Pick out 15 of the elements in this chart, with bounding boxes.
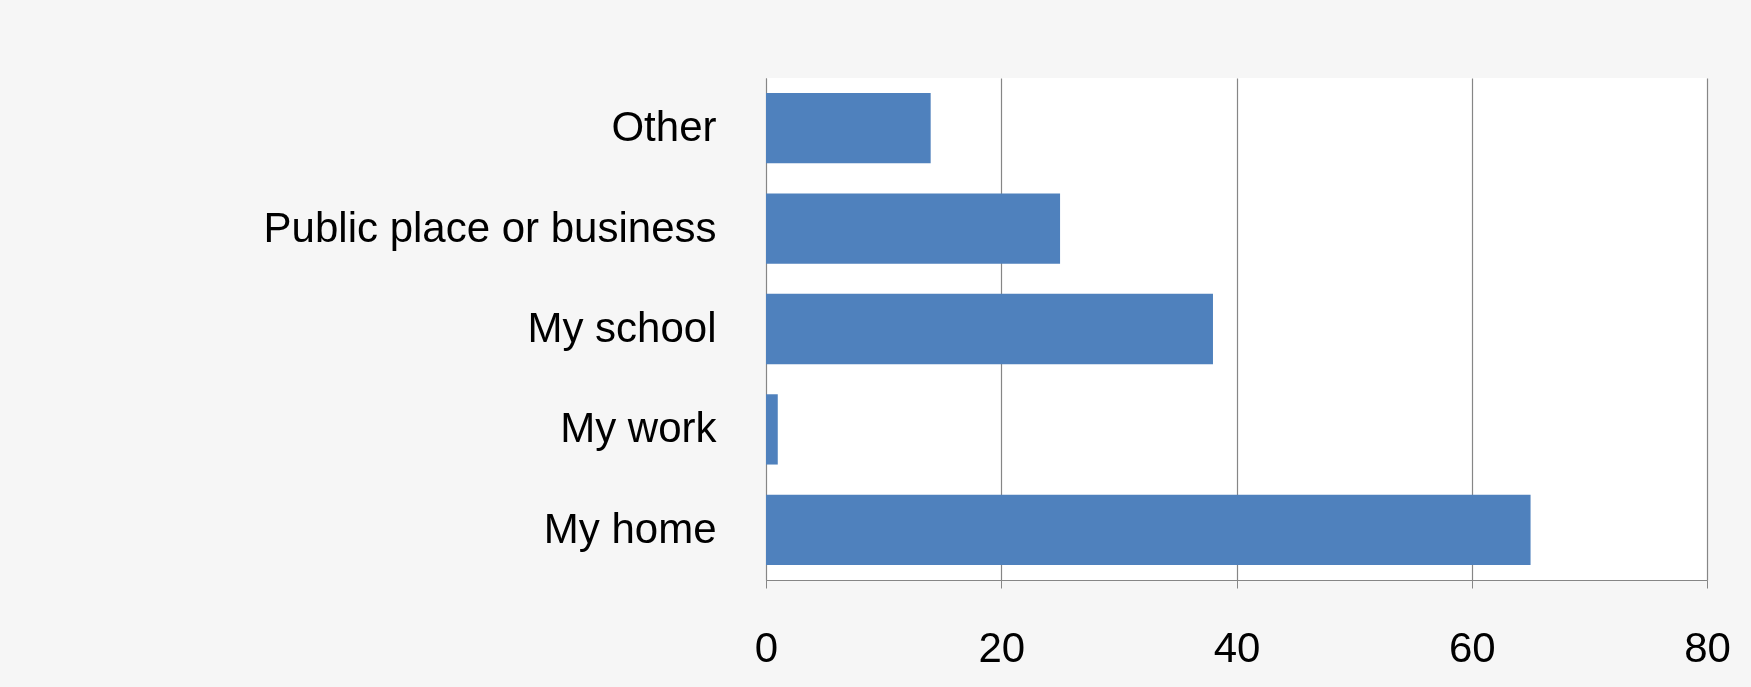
- bar: [766, 494, 1531, 565]
- y-tick-label: My home: [543, 504, 717, 552]
- x-tick-label: 0: [754, 623, 779, 671]
- bar: [766, 193, 1061, 264]
- x-tick-label: 60: [1448, 623, 1496, 671]
- x-tick-label: 20: [978, 623, 1026, 671]
- y-tick-label: Public place or business: [263, 203, 717, 251]
- y-tick-label: My school: [527, 304, 717, 351]
- bar: [766, 293, 1213, 365]
- x-tick-label: 40: [1213, 623, 1261, 671]
- y-tick-label: My work: [560, 404, 718, 452]
- bar: [766, 394, 778, 465]
- bar: [766, 93, 931, 164]
- x-tick-label: 80: [1684, 623, 1731, 671]
- y-tick-label: Other: [611, 103, 717, 151]
